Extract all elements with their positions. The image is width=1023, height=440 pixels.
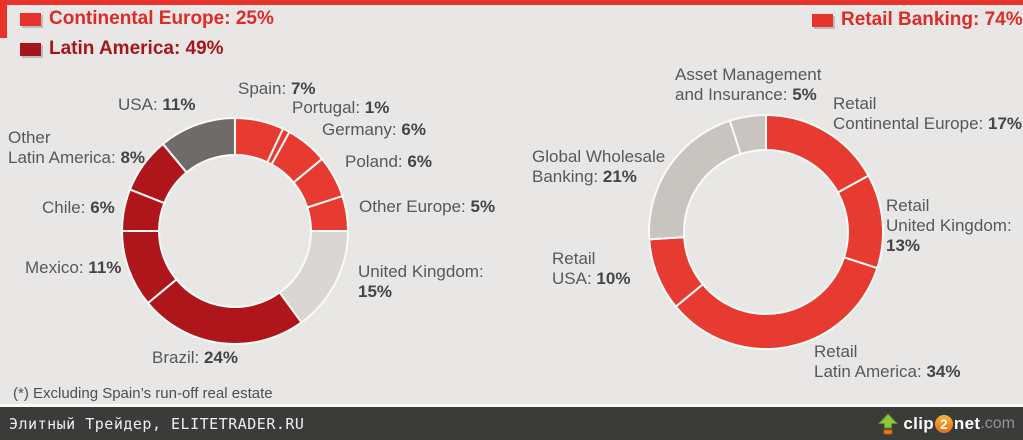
slice-brazil [146,278,303,345]
chart-label-retail-usa: Retail USA: 10% [552,249,631,288]
legend-swatch-latin-america [20,42,41,56]
chart-label-retail-united-kingdom: Retail United Kingdom: 13% [886,196,1012,255]
chart-label-chile: Chile: 6% [42,198,115,217]
legend-label-continental-europe: Continental Europe: 25% [49,8,274,29]
legend-label-retail-banking: Retail Banking: 74% [841,9,1023,30]
upload-arrow-icon [878,412,899,434]
slice-asset-management-and-insurance [728,113,767,156]
logo-text-com: .com [980,414,1015,432]
chart-label-portugal: Portugal: 1% [292,98,390,117]
footer-separator [0,404,1023,407]
chart-label-spain: Spain: 7% [238,79,316,98]
legend-label-latin-america: Latin America: 49% [49,38,224,59]
footer-site-text: Элитный Трейдер, ELITETRADER.RU [9,414,305,433]
legend-swatch-continental-europe [20,12,41,26]
legend-item-retail-banking: Retail Banking: 74% [812,9,1023,31]
chart-label-brazil: Brazil: 24% [152,348,238,367]
left-accent-strip [0,0,7,38]
footer-bar: Элитный Трейдер, ELITETRADER.RU clip 2 n… [0,407,1023,440]
legend-business: Retail Banking: 74% [812,9,1023,39]
clip2net-logo[interactable]: clip 2 net .com [878,407,1015,440]
legend-swatch-retail-banking [812,13,833,27]
slice-retail-united-kingdom [836,174,884,270]
chart-label-retail-latin-america: Retail Latin America: 34% [814,342,961,381]
chart-label-mexico: Mexico: 11% [25,258,122,277]
legend-item-latin-america: Latin America: 49% [20,38,274,60]
logo-badge-2: 2 [934,414,953,433]
slice-usa [161,116,236,174]
chart-label-united-kingdom: United Kingdom: 15% [358,262,484,301]
legend-item-continental-europe: Continental Europe: 25% [20,8,274,30]
chart-label-other-europe: Other Europe: 5% [359,197,496,216]
logo-text-net: net [953,413,981,433]
chart-label-global-wholesale-banking: Global Wholesale Banking: 21% [532,147,666,186]
logo-text-clip: clip [903,413,934,433]
chart-label-other-latin-america: Other Latin America: 8% [8,128,146,167]
chart-label-retail-continental-europe: Retail Continental Europe: 17% [833,94,1023,133]
donut-chart-business [648,113,884,350]
chart-label-germany: Germany: 6% [322,120,426,139]
slice-retail-latin-america [674,256,879,350]
legend-geography: Continental Europe: 25% Latin America: 4… [20,8,274,68]
chart-label-poland: Poland: 6% [345,152,432,171]
footnote: (*) Excluding Spain’s run-off real estat… [13,385,273,402]
chart-label-usa: USA: 11% [118,95,196,114]
top-accent-line [0,0,1023,5]
donut-chart-geography [120,116,350,345]
chart-label-asset-management-insurance: Asset Management and Insurance: 5% [675,65,822,104]
